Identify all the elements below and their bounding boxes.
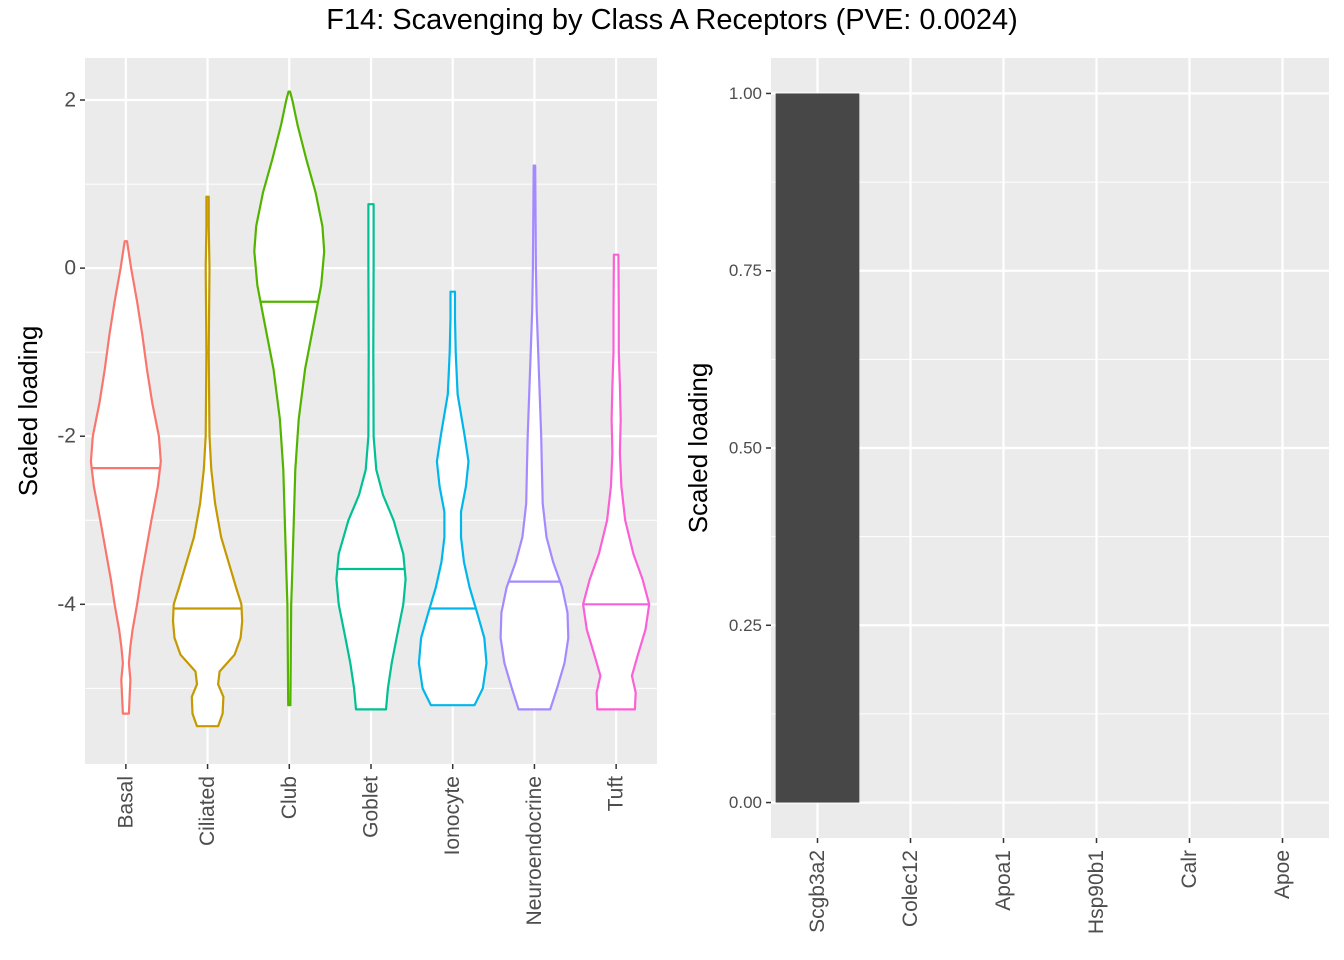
violin-club (253, 90, 326, 707)
y-axis-title: Scaled loading (683, 363, 713, 534)
x-tick-label: Ciliated (196, 776, 219, 846)
violin-tuft (582, 253, 651, 711)
violin-basal (89, 240, 162, 715)
x-tick-label: Calr (1178, 850, 1201, 889)
x-tick-label: Colec12 (899, 850, 922, 927)
bar-scgb3a2 (775, 93, 860, 803)
y-tick-label: 1.00 (729, 84, 762, 103)
x-tick-label: Scgb3a2 (806, 850, 829, 933)
x-tick-label: Club (278, 776, 301, 819)
x-tick-label: Neuroendocrine (523, 776, 546, 925)
violin-goblet (335, 203, 407, 711)
x-tick-label: Apoe (1271, 850, 1294, 899)
y-tick-label: 0 (64, 257, 76, 280)
chart-title: F14: Scavenging by Class A Receptors (PV… (326, 4, 1018, 36)
y-tick-label: 0.50 (729, 439, 762, 458)
violin-ionocyte (417, 290, 488, 707)
x-tick-label: Hsp90b1 (1085, 850, 1108, 934)
x-tick-label: Apoa1 (992, 850, 1015, 911)
violin-neuroendocrine (499, 164, 570, 711)
y-tick-label: 0.00 (729, 793, 762, 812)
y-tick-label: -2 (57, 425, 76, 448)
x-tick-label: Tuft (605, 776, 628, 812)
y-tick-label: 2 (64, 89, 76, 112)
panel-1: 2 0 -2 -4 Basal Ciliated Club Goblet Ionocyte Neu… (13, 58, 657, 925)
y-tick-label: -4 (57, 593, 76, 616)
panel-2: 0.00 0.25 0.50 0.75 1.00 Scgb3a2 Colec12 Apoa1 H… (683, 58, 1329, 934)
y-tick-label: 0.75 (729, 261, 762, 280)
x-tick-label: Basal (114, 776, 137, 829)
violin-ciliated (171, 195, 244, 728)
x-tick-label: Goblet (360, 776, 383, 838)
x-tick-label: Ionocyte (441, 776, 464, 855)
y-axis-title: Scaled loading (13, 326, 43, 497)
y-tick-label: 0.25 (729, 616, 762, 635)
